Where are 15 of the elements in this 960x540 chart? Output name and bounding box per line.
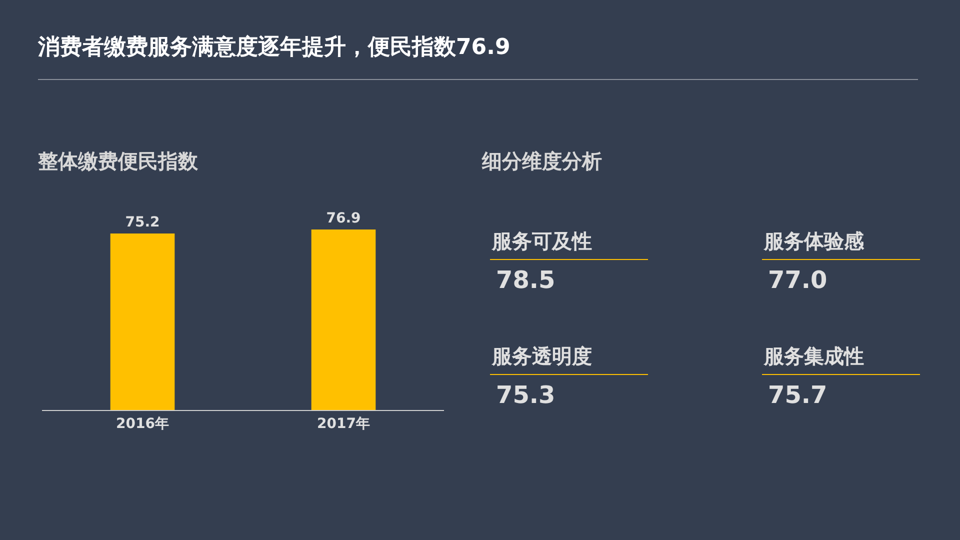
text: 77.0 <box>768 266 828 294</box>
data-label: 75.2 <box>125 214 160 230</box>
data-label: 76.9 <box>326 210 361 226</box>
category-label: 服务可及性 <box>490 228 648 260</box>
x-tick-label: 2016年 <box>116 416 169 432</box>
text: 75.7 <box>768 381 828 409</box>
category-label: 服务体验感 <box>762 228 920 260</box>
chart-subtitle: 整体缴费便民指数 <box>38 148 198 175</box>
text: 78.5 <box>496 266 556 294</box>
category-label: 服务透明度 <box>490 343 648 375</box>
text: 75.3 <box>496 381 556 409</box>
x-tick-label: 2017年 <box>317 416 370 432</box>
chart-title: 消费者缴费服务满意度逐年提升，便民指数76.9 <box>38 34 510 62</box>
text: 细分维度分析 <box>482 148 602 175</box>
category-label: 服务集成性 <box>762 343 920 375</box>
